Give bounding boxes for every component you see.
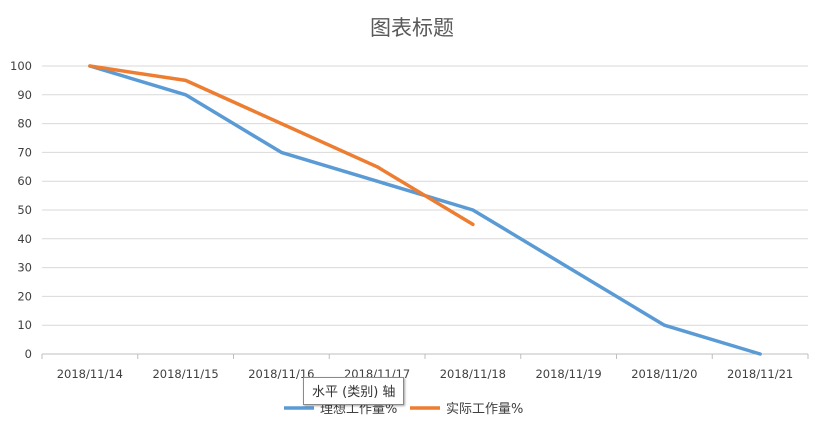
legend-item[interactable]: 实际工作量% <box>410 402 523 417</box>
y-tick-label: 100 <box>10 59 32 73</box>
x-tick-label: 2018/11/18 <box>440 367 506 381</box>
axis-tooltip: 水平 (类别) 轴 <box>303 377 405 405</box>
legend-item[interactable]: 理想工作量% <box>284 401 397 417</box>
y-tick-label: 80 <box>17 117 32 131</box>
x-tick-label: 2018/11/16 <box>248 367 314 381</box>
x-axis-ticks: 2018/11/14 2018/11/15 2018/11/16 2018/11/17… <box>57 367 794 381</box>
y-tick-label: 60 <box>17 174 32 188</box>
legend[interactable]: 理想工作量% 实际工作量% <box>284 401 523 417</box>
y-tick-label: 30 <box>17 261 32 275</box>
y-axis-ticks: 0 10 20 30 40 50 60 70 80 90 100 <box>10 59 32 361</box>
y-tick-label: 70 <box>17 145 32 159</box>
chart-title: 图表标题 <box>370 16 454 40</box>
legend-label: 理想工作量% <box>320 401 397 417</box>
x-tick-label: 2018/11/20 <box>631 367 697 381</box>
gridlines <box>42 65 808 326</box>
series-line[interactable] <box>88 64 475 227</box>
x-tick-label: 2018/11/21 <box>727 367 793 381</box>
x-tick-label: 2018/11/14 <box>57 367 123 381</box>
series-lines <box>88 64 762 356</box>
legend-label: 实际工作量% <box>446 402 523 417</box>
y-tick-label: 50 <box>17 203 32 217</box>
y-tick-label: 10 <box>17 318 32 332</box>
x-tick-label: 2018/11/15 <box>152 367 218 381</box>
x-axis[interactable] <box>41 353 809 359</box>
y-tick-label: 20 <box>17 289 32 303</box>
x-tick-label: 2018/11/19 <box>535 367 601 381</box>
y-tick-label: 0 <box>25 347 32 361</box>
y-tick-label: 90 <box>17 88 32 102</box>
y-tick-label: 40 <box>17 232 32 246</box>
